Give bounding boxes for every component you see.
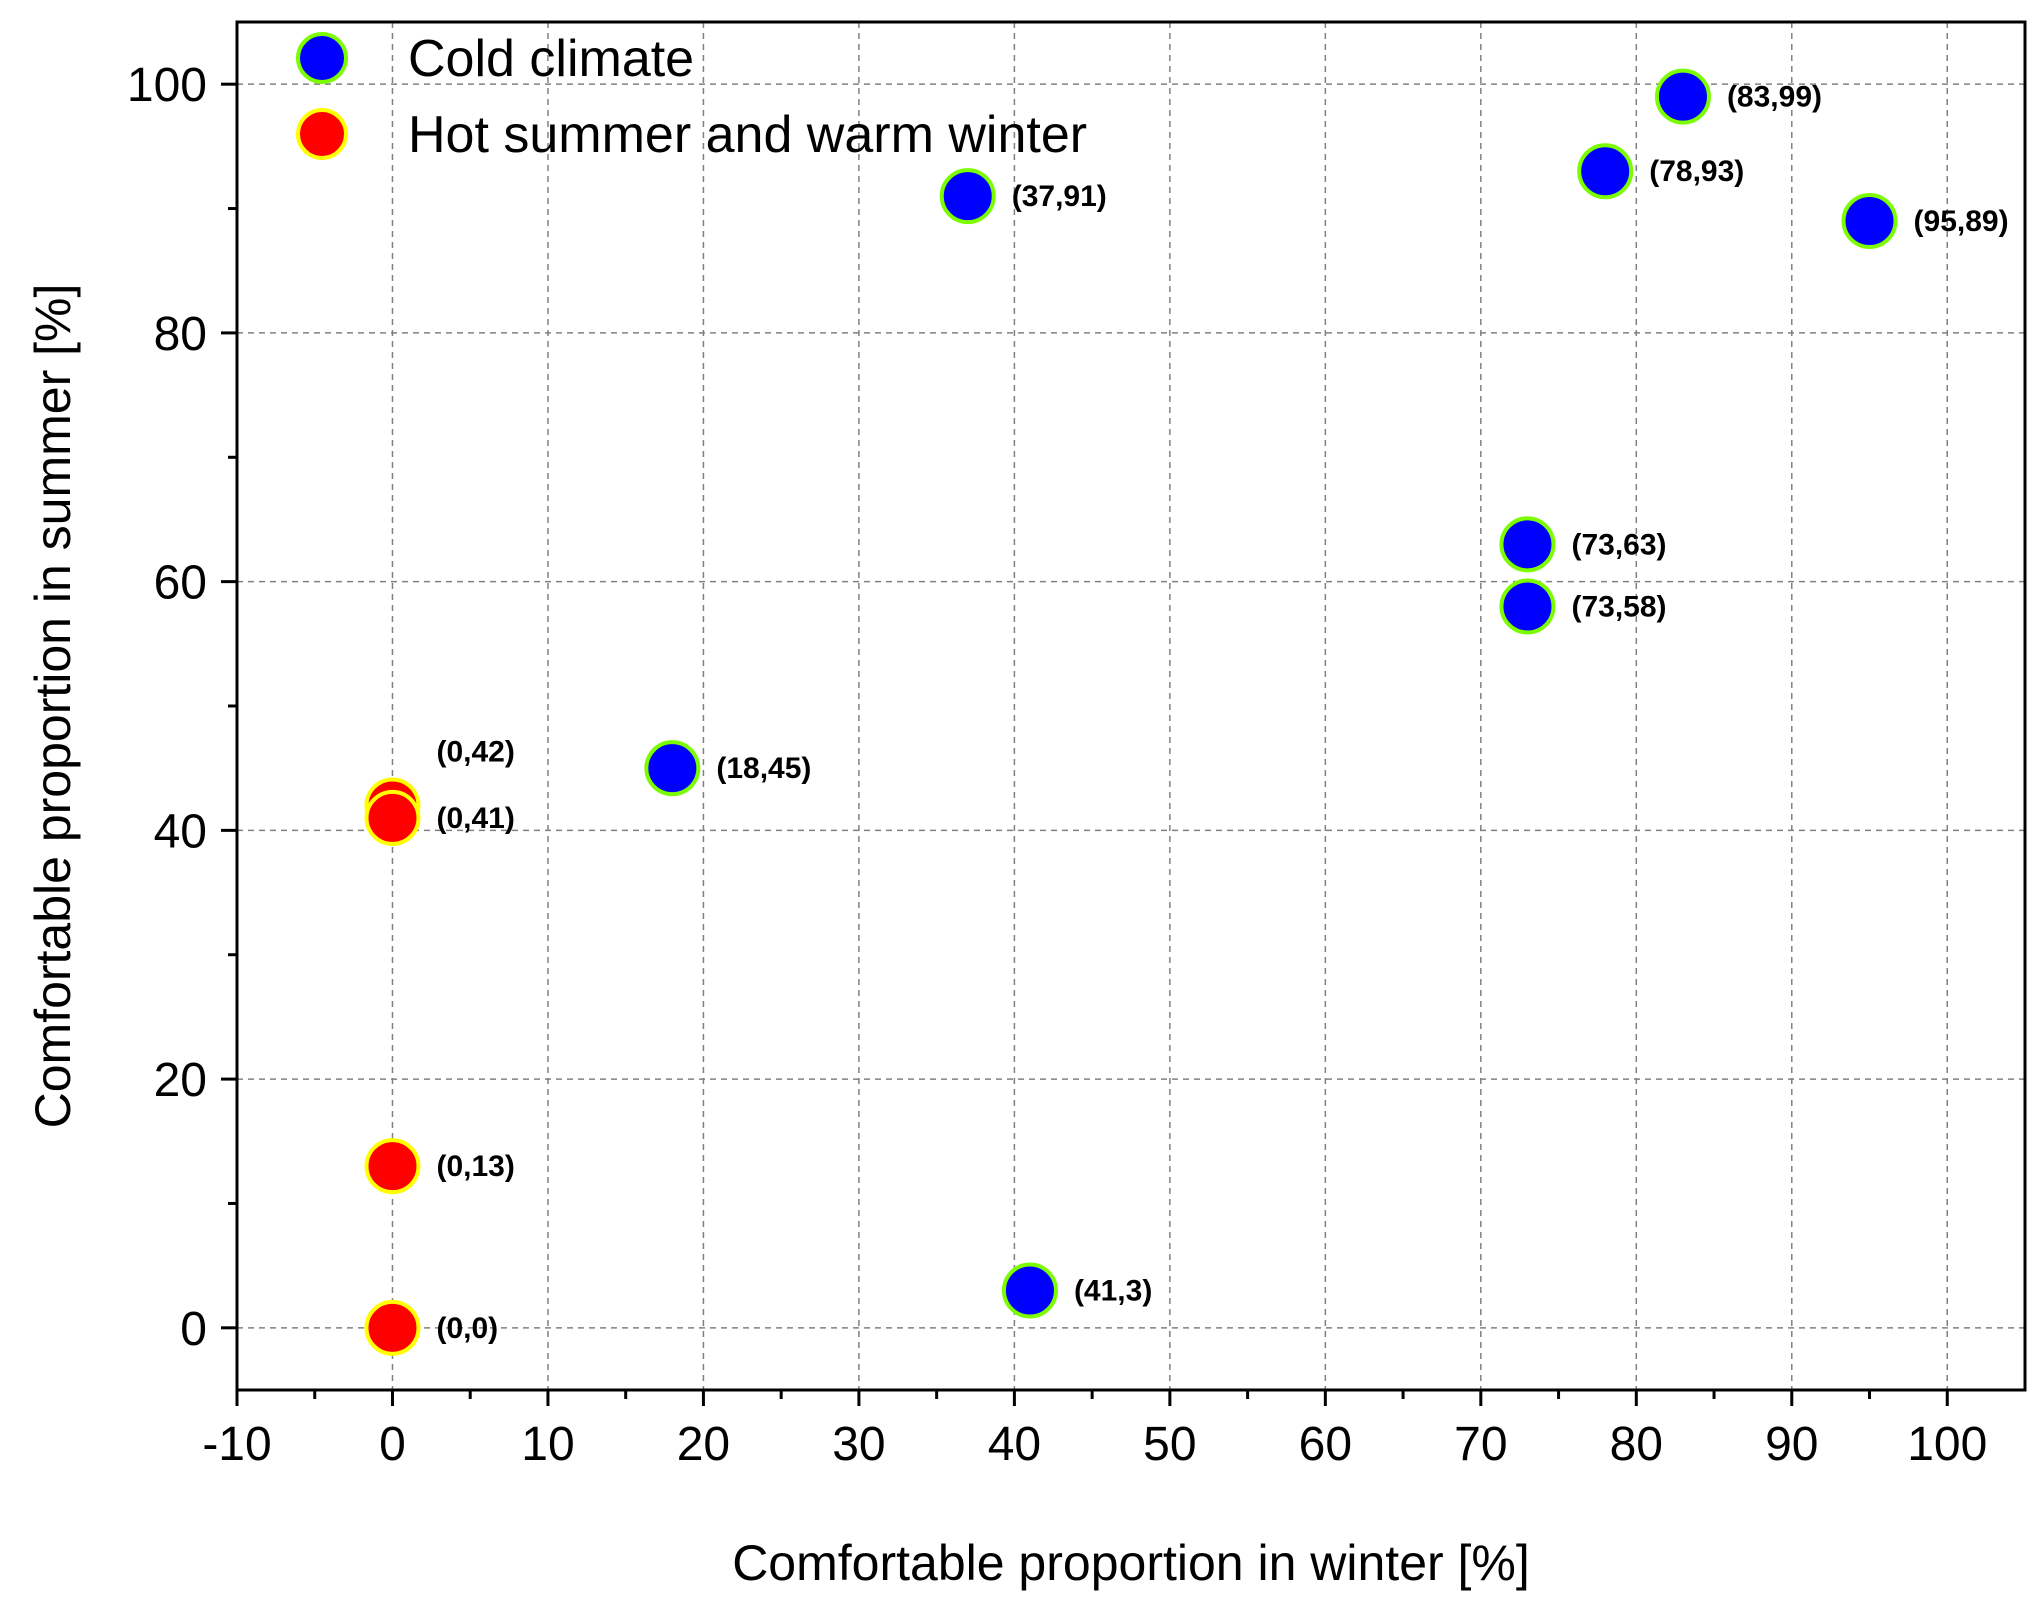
legend-marker-hot-summer [296,108,348,160]
y-tick-label: 100 [127,59,207,112]
data-label: (73,58) [1571,591,1666,624]
data-points [364,68,1898,1356]
cold-climate-point [1577,143,1634,200]
data-label: (78,93) [1649,155,1744,188]
cold-climate-point [1001,1262,1058,1319]
cold-climate-point [1841,192,1898,249]
y-tick-label: 60 [154,557,207,610]
x-tick-label: 80 [1610,1418,1663,1471]
x-tick-labels: -10 0 10 20 30 40 50 60 70 80 90 100 [202,1418,1987,1471]
x-tick-label: 10 [521,1418,574,1471]
data-label: (0,41) [436,802,514,835]
data-label: (0,13) [436,1150,514,1183]
x-tick-label: 40 [988,1418,1041,1471]
y-tick-label: 0 [180,1303,207,1356]
data-label: (73,63) [1571,528,1666,561]
y-tick-labels: 0 20 40 60 80 100 [127,59,207,1356]
x-tick-label: 0 [379,1418,406,1471]
x-tick-label: 60 [1299,1418,1352,1471]
data-label: (41,3) [1074,1275,1152,1308]
legend: Cold climate Hot summer and warm winter [296,30,1087,164]
x-tick-label: -10 [202,1418,271,1471]
cold-climate-point [1499,578,1556,635]
legend-label-hot-summer: Hot summer and warm winter [408,106,1087,164]
data-label: (83,99) [1727,81,1822,114]
data-label: (0,42) [436,735,514,768]
data-label: (0,0) [436,1312,498,1345]
data-label: (18,45) [716,752,811,785]
plot-frame [235,20,2027,1392]
hot-summer-point [364,1299,421,1356]
data-label: (95,89) [1914,205,2009,238]
grid [236,22,2025,1390]
hot-summer-point [364,789,421,846]
legend-label-cold-climate: Cold climate [408,30,694,88]
x-tick-label: 70 [1454,1418,1507,1471]
y-tick-label: 80 [154,308,207,361]
cold-climate-point [1499,516,1556,573]
x-tick-label: 100 [1907,1418,1987,1471]
data-labels: (83,99) (78,93) (95,89) (37,91) (73,63) (73,5… [436,81,2008,1345]
cold-climate-point [644,740,701,797]
x-tick-label: 90 [1765,1418,1818,1471]
hot-summer-point [364,1138,421,1195]
y-axis-title: Comfortable proportion in summer [%] [25,284,81,1129]
cold-climate-point [1654,68,1711,125]
data-label: (37,91) [1012,180,1107,213]
cold-climate-point [939,168,996,225]
x-axis-title: Comfortable proportion in winter [%] [732,1535,1530,1591]
x-tick-label: 30 [832,1418,885,1471]
legend-marker-cold-climate [296,32,348,84]
y-tick-label: 20 [154,1054,207,1107]
x-tick-label: 20 [677,1418,730,1471]
x-tick-label: 50 [1143,1418,1196,1471]
y-tick-label: 40 [154,805,207,858]
